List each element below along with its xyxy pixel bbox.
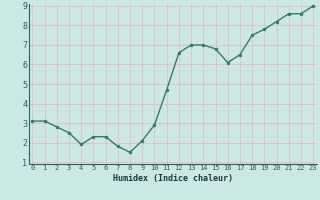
X-axis label: Humidex (Indice chaleur): Humidex (Indice chaleur) (113, 174, 233, 183)
